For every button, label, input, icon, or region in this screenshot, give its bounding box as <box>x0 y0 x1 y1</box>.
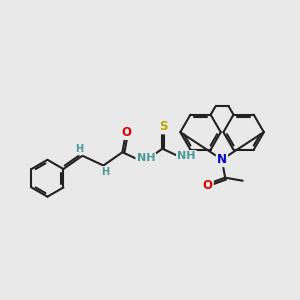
Text: O: O <box>121 126 131 139</box>
Text: N: N <box>217 153 227 166</box>
Text: H: H <box>101 167 109 177</box>
Text: O: O <box>202 179 213 192</box>
Text: NH: NH <box>136 154 155 164</box>
Text: NH: NH <box>177 151 196 161</box>
Text: H: H <box>75 144 83 154</box>
Text: S: S <box>159 120 167 133</box>
